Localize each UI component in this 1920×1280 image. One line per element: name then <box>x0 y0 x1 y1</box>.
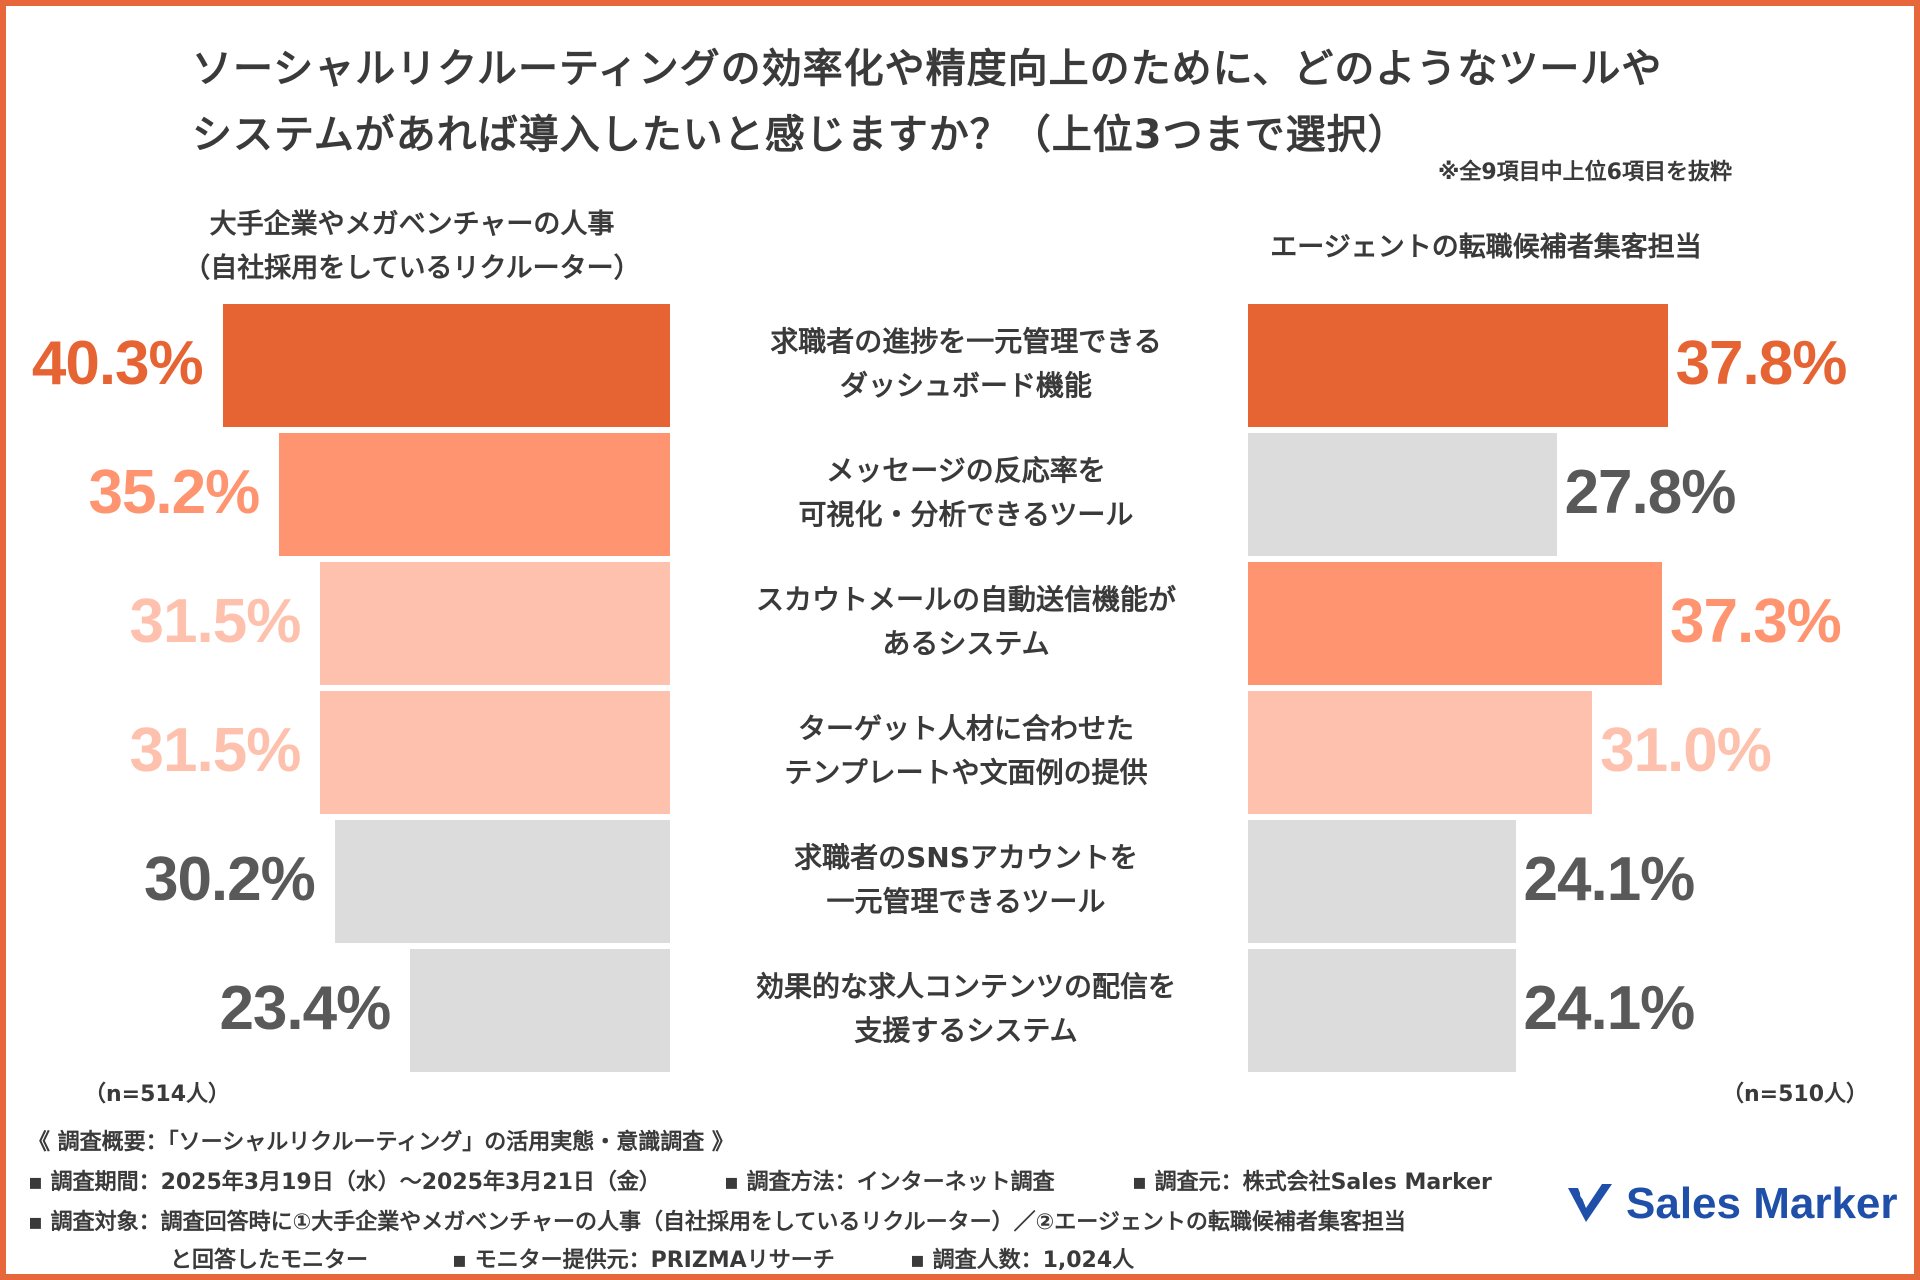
right-bar <box>1248 433 1557 556</box>
category-label: 効果的な求人コンテンツの配信を 支援するシステム <box>696 965 1236 1053</box>
survey-period: ▪ 調査期間：2025年3月19日（水）〜2025年3月21日（金） <box>28 1170 661 1195</box>
left-sample-size: （n=514人） <box>84 1082 231 1107</box>
category-label-line: 求職者の進捗を一元管理できる <box>770 325 1162 358</box>
sales-marker-logo: Sales Marker <box>1564 1178 1898 1230</box>
category-label-line: ダッシュボード機能 <box>839 369 1092 402</box>
left-group-label-line2: （自社採用をしているリクルーター） <box>183 253 641 284</box>
survey-target: ▪ 調査対象：調査回答時に①大手企業やメガベンチャーの人事（自社採用をしているリ… <box>28 1210 1406 1235</box>
category-label: 求職者のSNSアカウントを 一元管理できるツール <box>696 836 1236 924</box>
left-bar <box>320 562 670 685</box>
left-group-label: 大手企業やメガベンチャーの人事 （自社採用をしているリクルーター） <box>126 203 698 291</box>
left-bar <box>222 304 670 427</box>
survey-target-cont: と回答したモニター <box>170 1248 369 1273</box>
left-group-label-line1: 大手企業やメガベンチャーの人事 <box>209 209 615 240</box>
right-value-label: 24.1% <box>1523 845 1696 914</box>
category-label-line: メッセージの反応率を <box>826 454 1106 487</box>
right-group-label: エージェントの転職候補者集客担当 <box>1270 232 1702 263</box>
survey-source: ▪ 調査元：株式会社Sales Marker <box>1132 1170 1492 1195</box>
right-bar <box>1248 949 1516 1072</box>
left-bar <box>320 691 670 814</box>
left-value-label: 31.5% <box>129 587 302 656</box>
left-bar <box>279 433 670 556</box>
category-label-line: 支援するシステム <box>854 1014 1078 1047</box>
logo-text: Sales Marker <box>1626 1179 1898 1228</box>
right-sample-size: （n=510人） <box>1722 1082 1869 1107</box>
category-label-line: 求職者のSNSアカウントを <box>794 841 1138 874</box>
right-value-label: 27.8% <box>1564 458 1737 527</box>
category-label-line: 可視化・分析できるツール <box>798 498 1134 531</box>
right-bar <box>1248 304 1668 427</box>
right-bar <box>1248 562 1663 685</box>
category-label-line: ターゲット人材に合わせた <box>797 712 1134 745</box>
category-label-line: スカウトメールの自動送信機能が <box>755 583 1176 616</box>
right-value-label: 24.1% <box>1523 974 1696 1043</box>
category-label-line: 効果的な求人コンテンツの配信を <box>755 970 1176 1003</box>
category-label-line: あるシステム <box>882 627 1050 660</box>
left-value-label: 31.5% <box>129 716 302 785</box>
chart-title-line1: ソーシャルリクルーティングの効率化や精度向上のために、どのようなツールや <box>192 46 1663 92</box>
category-label: 求職者の進捗を一元管理できる ダッシュボード機能 <box>696 320 1236 408</box>
left-value-label: 23.4% <box>219 974 391 1043</box>
survey-overview: 《 調査概要：「ソーシャルリクルーティング」の活用実態・意識調査 》 <box>28 1130 734 1155</box>
chart-note: ※全9項目中上位6項目を抜粋 <box>1437 160 1732 185</box>
category-label-line: テンプレートや文面例の提供 <box>784 756 1148 789</box>
left-bar <box>410 949 670 1072</box>
check-mark-icon <box>1568 1184 1612 1222</box>
right-bar <box>1248 691 1593 814</box>
survey-count: ▪ 調査人数：1,024人 <box>910 1248 1135 1273</box>
category-label: スカウトメールの自動送信機能が あるシステム <box>696 578 1236 666</box>
chart-title-line2: システムがあれば導入したいと感じますか？（上位3つまで選択） <box>192 112 1409 158</box>
left-value-label: 30.2% <box>143 845 316 914</box>
left-bar <box>334 820 670 943</box>
right-value-label: 37.8% <box>1675 329 1848 398</box>
right-value-label: 37.3% <box>1670 587 1842 656</box>
right-bar <box>1248 820 1516 943</box>
survey-method: ▪ 調査方法：インターネット調査 <box>724 1170 1055 1195</box>
category-label: ターゲット人材に合わせた テンプレートや文面例の提供 <box>696 707 1236 795</box>
survey-provider: ▪ モニター提供元：PRIZMAリサーチ <box>452 1248 835 1273</box>
category-label-line: 一元管理できるツール <box>826 885 1106 918</box>
category-label: メッセージの反応率を 可視化・分析できるツール <box>696 449 1236 537</box>
left-value-label: 40.3% <box>31 329 204 398</box>
left-value-label: 35.2% <box>88 458 260 527</box>
right-value-label: 31.0% <box>1600 716 1772 785</box>
